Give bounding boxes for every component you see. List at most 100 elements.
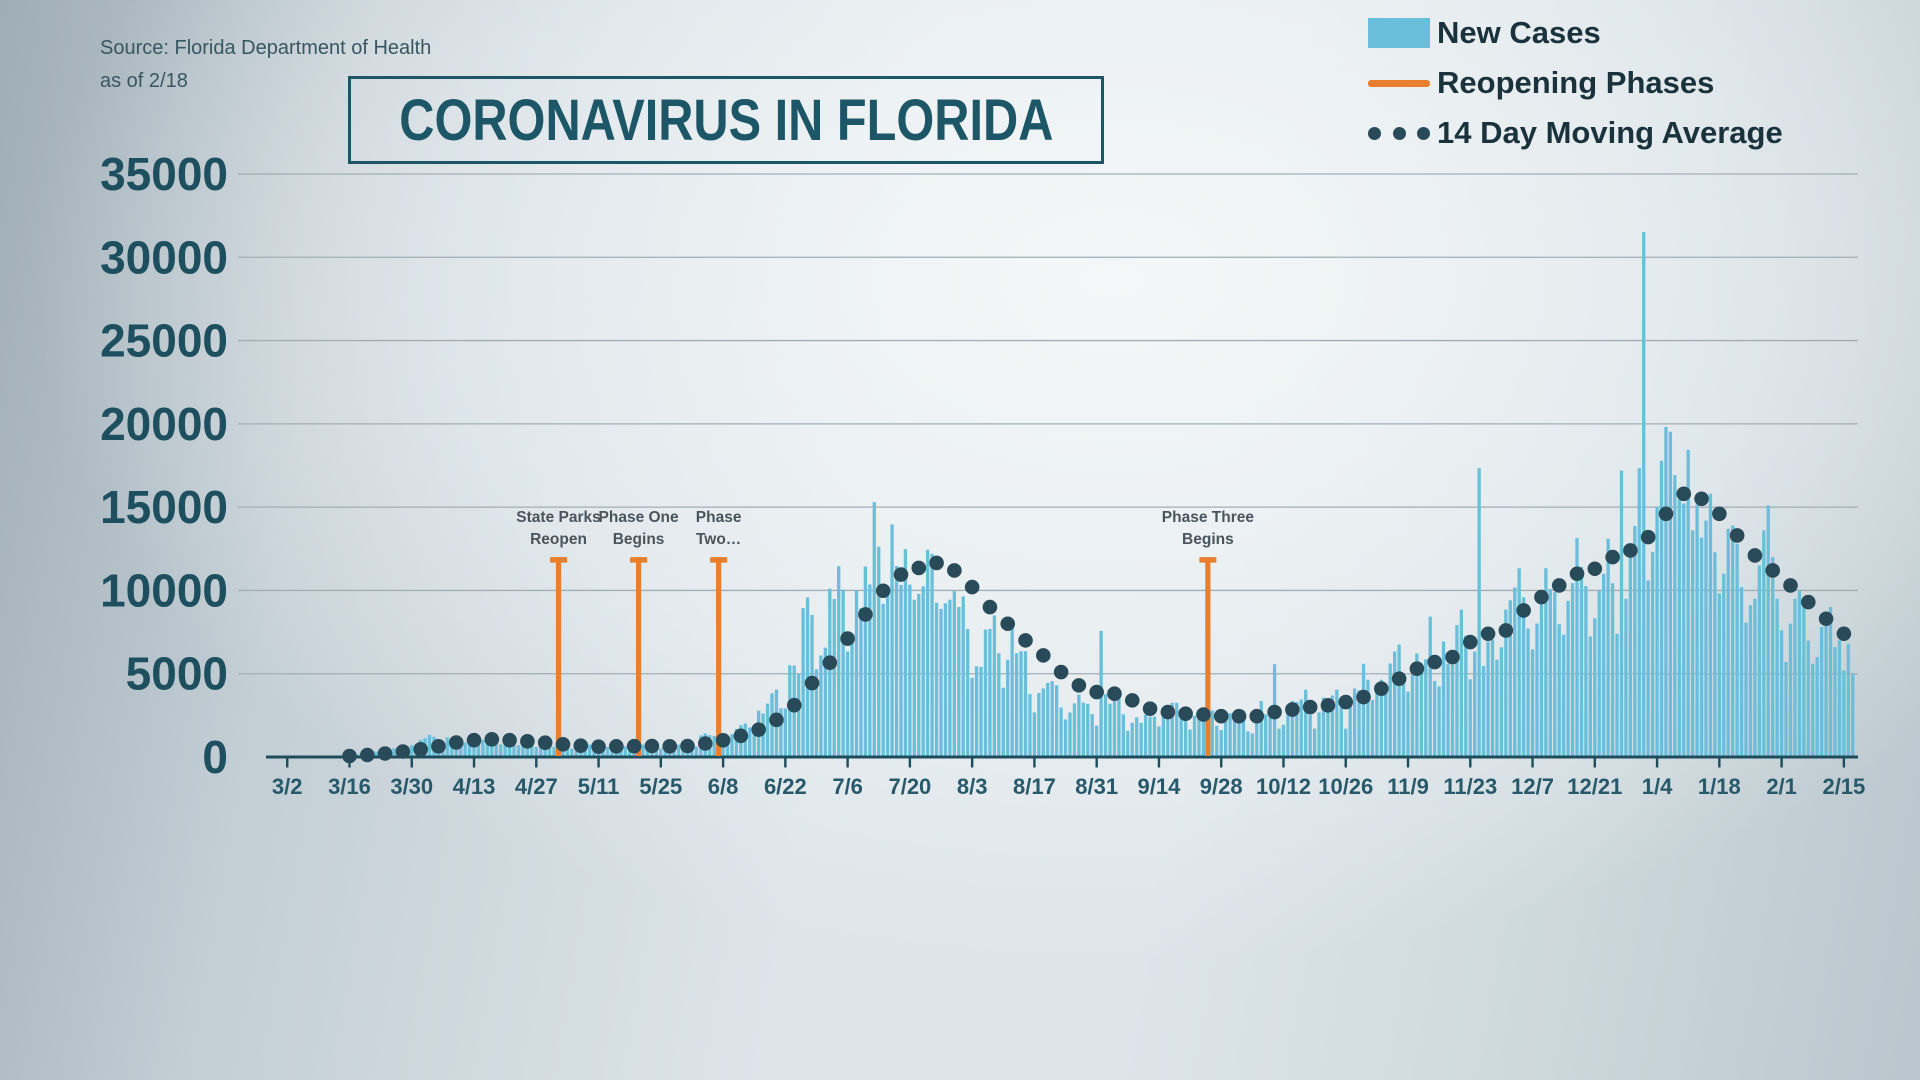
new-cases-bar <box>543 747 547 757</box>
x-axis-tick <box>1593 758 1597 768</box>
new-cases-bar <box>752 729 756 757</box>
new-cases-bar <box>507 743 512 757</box>
new-cases-bar <box>1290 701 1295 757</box>
x-axis-label: 10/26 <box>1318 774 1373 799</box>
new-cases-bar <box>1014 653 1019 757</box>
x-axis-label: 12/7 <box>1511 774 1554 799</box>
new-cases-bar <box>1579 566 1584 757</box>
moving-average-dot <box>1124 693 1140 708</box>
new-cases-bar <box>1610 583 1615 757</box>
phase-line <box>555 557 562 756</box>
new-cases-bar <box>966 628 970 757</box>
new-cases-bar <box>1539 600 1544 757</box>
new-cases-bar <box>1699 537 1704 757</box>
new-cases-bar <box>547 746 552 757</box>
new-cases-bar <box>1250 733 1254 757</box>
new-cases-bar <box>1023 651 1028 757</box>
moving-average-dot <box>1178 706 1193 721</box>
moving-average-dot <box>1480 626 1496 642</box>
new-cases-bar <box>1170 702 1174 757</box>
new-cases-bar <box>1690 530 1695 757</box>
new-cases-bar <box>1139 722 1143 757</box>
new-cases-bar <box>1722 573 1726 757</box>
y-axis-label: 15000 <box>100 481 228 533</box>
x-axis-label: 2/15 <box>1822 774 1865 799</box>
new-cases-bar <box>1384 687 1388 757</box>
phase-line <box>1205 557 1211 756</box>
new-cases-bar <box>819 655 823 757</box>
legend-item-moving-average: 14 Day Moving Average <box>1368 108 1783 158</box>
moving-average-dot <box>573 738 589 753</box>
phase-line-cap <box>550 557 568 563</box>
new-cases-bar <box>1633 525 1637 757</box>
moving-average-dot <box>769 712 784 728</box>
new-cases-bar <box>1126 730 1130 757</box>
new-cases-bar <box>1330 695 1335 757</box>
legend-item-reopening-phases: Reopening Phases <box>1368 58 1783 108</box>
new-cases-bar <box>445 737 449 757</box>
moving-average-dot <box>1551 578 1567 593</box>
moving-average-dot <box>1516 603 1531 618</box>
moving-average-dot <box>448 735 464 750</box>
moving-average-dot <box>840 631 855 646</box>
x-axis-tick <box>597 758 600 768</box>
x-axis-label: 7/6 <box>832 774 863 799</box>
new-cases-bar <box>628 748 632 757</box>
new-cases-bar <box>1597 590 1601 757</box>
y-axis-label: 10000 <box>100 564 228 616</box>
new-cases-bar <box>1695 504 1699 757</box>
new-cases-bar <box>1606 538 1610 757</box>
new-cases-bar <box>1588 636 1592 757</box>
new-cases-bar <box>1486 641 1490 757</box>
new-cases-bar <box>1490 639 1495 757</box>
new-cases-bar <box>992 615 997 757</box>
new-cases-bar <box>1223 714 1228 757</box>
line-swatch-icon <box>1368 79 1430 87</box>
moving-average-dot <box>1694 491 1709 507</box>
x-axis-label: 2/1 <box>1766 774 1797 799</box>
new-cases-bar <box>641 744 645 757</box>
moving-average-dot <box>1071 678 1087 693</box>
new-cases-bar <box>1459 609 1464 757</box>
new-cases-bar <box>1121 714 1125 757</box>
new-cases-bar <box>490 742 494 757</box>
new-cases-bar <box>1352 688 1357 757</box>
new-cases-bar <box>1054 685 1059 757</box>
moving-average-dot <box>1391 671 1407 687</box>
new-cases-bar <box>1797 590 1802 757</box>
new-cases-bar <box>1344 728 1348 757</box>
new-cases-bar <box>877 546 881 757</box>
new-cases-bar <box>1286 711 1290 757</box>
new-cases-bar <box>934 602 939 757</box>
new-cases-bar <box>1833 647 1837 757</box>
new-cases-bar <box>1143 714 1148 757</box>
new-cases-bar <box>912 599 916 757</box>
moving-average-dot <box>466 732 482 748</box>
phase-annotation-line1: State Parks <box>516 509 600 526</box>
x-axis-tick <box>1842 758 1846 768</box>
new-cases-bar <box>823 647 828 757</box>
new-cases-bar <box>1602 573 1606 757</box>
new-cases-bar <box>1335 689 1339 757</box>
legend-label: New Cases <box>1437 15 1601 50</box>
x-axis-label: 6/8 <box>708 774 739 799</box>
new-cases-bar <box>1499 647 1504 757</box>
new-cases-bar <box>1557 624 1561 757</box>
chart-title: CORONAVIRUS IN FLORIDA <box>398 87 1054 153</box>
moving-average-dot <box>1409 661 1425 677</box>
new-cases-bar <box>1317 712 1321 757</box>
moving-average-dot <box>1747 548 1763 563</box>
x-axis-tick <box>1780 758 1783 768</box>
moving-average-dot <box>484 732 500 747</box>
new-cases-bar <box>805 597 810 757</box>
x-axis-tick <box>1344 758 1347 768</box>
phase-annotation-line1: Phase One <box>599 509 679 526</box>
new-cases-bar <box>1473 651 1477 757</box>
new-cases-bar <box>1784 662 1788 757</box>
new-cases-bar <box>1837 640 1842 757</box>
moving-average-dot <box>1302 699 1318 715</box>
new-cases-bar <box>1806 640 1810 757</box>
moving-average-dot <box>1267 704 1282 720</box>
new-cases-bar <box>539 746 543 757</box>
new-cases-bar <box>1366 679 1370 757</box>
